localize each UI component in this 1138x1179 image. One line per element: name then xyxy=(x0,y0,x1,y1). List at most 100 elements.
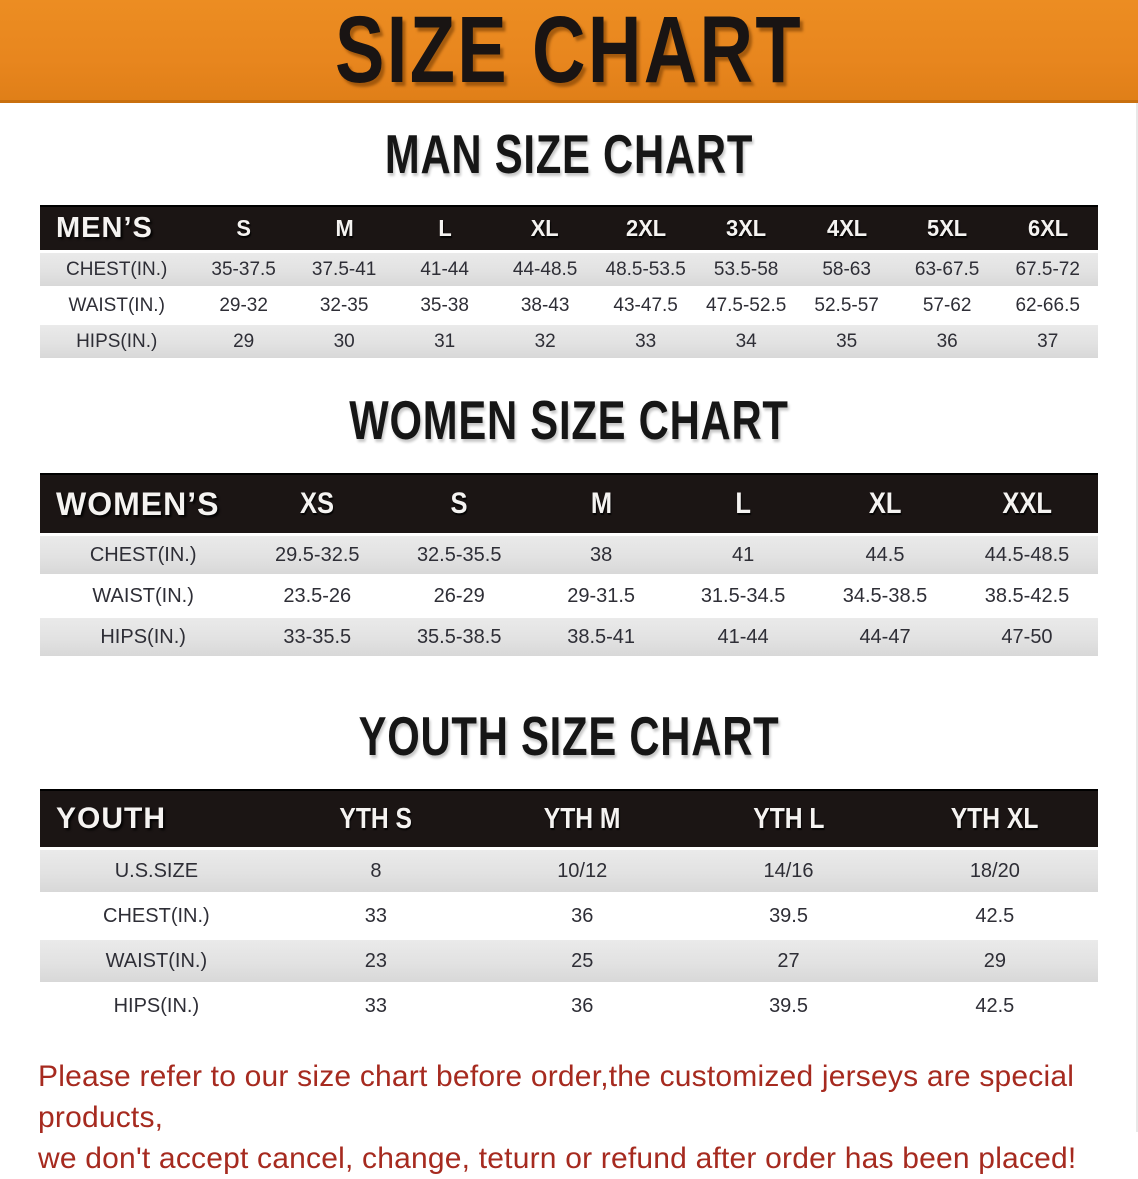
measurement-value-cell: 34.5-38.5 xyxy=(814,577,956,615)
size-column-header: XL xyxy=(494,205,596,250)
measurement-value-cell: 35 xyxy=(796,325,897,358)
measurement-row-label: CHEST(IN.) xyxy=(40,536,247,574)
size-column-header: 2XL xyxy=(595,205,696,250)
measurement-value-cell: 30 xyxy=(293,325,395,358)
measurement-value-cell: 42.5 xyxy=(891,895,1098,937)
table-category-header: MEN’S xyxy=(40,205,194,250)
size-column-header: M xyxy=(530,473,673,533)
size-column-header: 5XL xyxy=(896,205,998,250)
measurement-value-cell: 32.5-35.5 xyxy=(388,536,531,574)
table-row: HIPS(IN.) 29 30 31 32 33 34 35 36 37 xyxy=(40,325,1098,358)
measurement-value-cell: 32-35 xyxy=(293,289,395,322)
measurement-value-cell: 33 xyxy=(595,325,696,358)
measurement-value-cell: 35.5-38.5 xyxy=(388,618,531,656)
measurement-value-cell: 63-67.5 xyxy=(896,253,998,286)
measurement-row-label: CHEST(IN.) xyxy=(40,895,273,937)
size-column-label: YTH M xyxy=(543,802,621,835)
size-column-label: M xyxy=(335,215,354,241)
measurement-value-cell: 38.5-42.5 xyxy=(955,577,1098,615)
measurement-value-cell: 37 xyxy=(997,325,1098,358)
measurement-value-cell: 26-29 xyxy=(388,577,531,615)
measurement-value-cell: 14/16 xyxy=(685,850,892,892)
measurement-value-cell: 58-63 xyxy=(796,253,897,286)
table-category-header: WOMEN’S xyxy=(40,473,247,533)
measurement-row-label: HIPS(IN.) xyxy=(40,985,273,1027)
table-row: CHEST(IN.) 29.5-32.5 32.5-35.5 38 41 44.5 44.5… xyxy=(40,536,1098,574)
measurement-value-cell: 38.5-41 xyxy=(530,618,673,656)
page-title: SIZE CHART xyxy=(335,0,803,103)
size-column-header: XL xyxy=(814,473,956,533)
size-column-label: XL xyxy=(531,215,560,241)
men-section-title: MAN SIZE CHART xyxy=(384,123,754,185)
measurement-value-cell: 39.5 xyxy=(685,895,892,937)
table-category-label: MEN’S xyxy=(56,212,153,244)
table-category-label: YOUTH xyxy=(56,802,166,835)
banner: SIZE CHART xyxy=(0,0,1138,103)
youth-section-title: YOUTH SIZE CHART xyxy=(358,705,780,767)
size-column-label: YTH L xyxy=(752,802,825,835)
size-column-header: XS xyxy=(246,473,389,533)
measurement-value-cell: 47.5-52.5 xyxy=(695,289,797,322)
measurement-value-cell: 44-48.5 xyxy=(494,253,596,286)
measurement-value-cell: 67.5-72 xyxy=(997,253,1098,286)
measurement-value-cell: 18/20 xyxy=(891,850,1098,892)
measurement-value-cell: 33 xyxy=(272,895,480,937)
measurement-value-cell: 41-44 xyxy=(394,253,495,286)
size-column-header: S xyxy=(388,473,531,533)
measurement-value-cell: 62-66.5 xyxy=(997,289,1098,322)
men-size-table: MEN’S S M L XL 2XL 3XL 4XL 5XL 6XL CHEST(IN.) 35-37… xyxy=(40,202,1098,361)
measurement-value-cell: 41 xyxy=(672,536,815,574)
size-column-label: 2XL xyxy=(625,215,666,241)
section-men: MAN SIZE CHART MEN’S S M L XL 2XL 3XL 4XL 5XL 6XL… xyxy=(0,127,1138,361)
measurement-value-cell: 36 xyxy=(896,325,998,358)
size-column-header: 6XL xyxy=(997,205,1098,250)
measurement-row-label: CHEST(IN.) xyxy=(40,253,194,286)
measurement-value-cell: 10/12 xyxy=(479,850,686,892)
measurement-value-cell: 32 xyxy=(494,325,596,358)
size-column-header: M xyxy=(293,205,395,250)
women-size-table: WOMEN’S XS S M L XL XXL CHEST(IN.) 29.5-32.5 32.5… xyxy=(40,470,1098,659)
size-column-header: YTH L xyxy=(685,789,892,847)
section-youth: YOUTH SIZE CHART YOUTH YTH S YTH M YTH L YTH… xyxy=(0,709,1138,1030)
measurement-row-label: WAIST(IN.) xyxy=(40,289,194,322)
size-column-label: M xyxy=(590,487,612,520)
measurement-value-cell: 48.5-53.5 xyxy=(595,253,696,286)
size-column-header: 4XL xyxy=(796,205,897,250)
size-column-header: XXL xyxy=(955,473,1098,533)
table-row: CHEST(IN.) 35-37.5 37.5-41 41-44 44-48.5 48.5… xyxy=(40,253,1098,286)
measurement-value-cell: 42.5 xyxy=(891,985,1098,1027)
measurement-value-cell: 57-62 xyxy=(896,289,998,322)
table-row: CHEST(IN.) 33 36 39.5 42.5 xyxy=(40,895,1098,937)
size-column-label: XXL xyxy=(1002,487,1052,520)
size-column-label: YTH XL xyxy=(951,802,1039,835)
measurement-value-cell: 38-43 xyxy=(494,289,596,322)
measurement-value-cell: 41-44 xyxy=(672,618,815,656)
measurement-value-cell: 44.5 xyxy=(814,536,956,574)
table-header-row: WOMEN’S XS S M L XL XXL xyxy=(40,473,1098,533)
size-column-header: L xyxy=(672,473,815,533)
measurement-value-cell: 33 xyxy=(272,985,480,1027)
disclaimer-line-2: we don't accept cancel, change, teturn o… xyxy=(38,1142,1077,1175)
measurement-value-cell: 31.5-34.5 xyxy=(672,577,815,615)
measurement-row-label: HIPS(IN.) xyxy=(40,618,247,656)
measurement-row-label: WAIST(IN.) xyxy=(40,577,247,615)
measurement-value-cell: 8 xyxy=(272,850,480,892)
section-women: WOMEN SIZE CHART WOMEN’S XS S M L XL XXL CHEST(… xyxy=(0,393,1138,659)
measurement-value-cell: 29 xyxy=(193,325,294,358)
table-row: U.S.SIZE 8 10/12 14/16 18/20 xyxy=(40,850,1098,892)
size-column-header: YTH XL xyxy=(891,789,1098,847)
measurement-value-cell: 25 xyxy=(479,940,686,982)
table-header-row: YOUTH YTH S YTH M YTH L YTH XL xyxy=(40,789,1098,847)
measurement-value-cell: 44-47 xyxy=(814,618,956,656)
disclaimer: Please refer to our size chart before or… xyxy=(38,1056,1100,1179)
size-column-label: 4XL xyxy=(826,215,867,241)
size-column-label: XL xyxy=(868,487,902,520)
measurement-value-cell: 29-32 xyxy=(193,289,294,322)
measurement-value-cell: 27 xyxy=(685,940,892,982)
measurement-value-cell: 31 xyxy=(394,325,495,358)
women-section-title: WOMEN SIZE CHART xyxy=(349,389,789,451)
measurement-value-cell: 36 xyxy=(479,985,686,1027)
measurement-value-cell: 29 xyxy=(891,940,1098,982)
measurement-value-cell: 29.5-32.5 xyxy=(246,536,389,574)
